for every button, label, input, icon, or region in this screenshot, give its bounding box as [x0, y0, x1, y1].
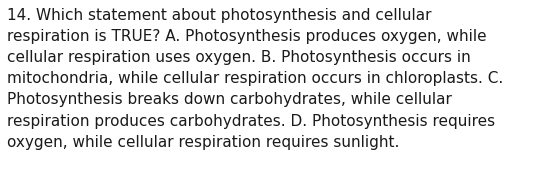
Text: 14. Which statement about photosynthesis and cellular
respiration is TRUE? A. Ph: 14. Which statement about photosynthesis… [7, 8, 503, 150]
